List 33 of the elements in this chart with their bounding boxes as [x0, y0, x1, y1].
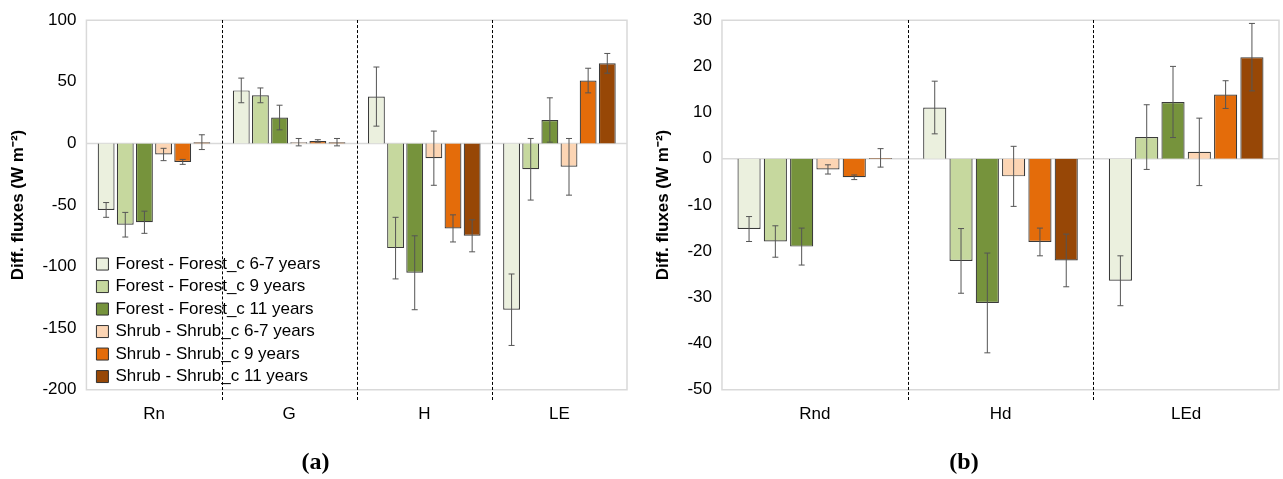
x-tick-label: H — [418, 403, 431, 423]
y-axis-title: Diff. fluxes (W m⁻²) — [7, 129, 27, 281]
y-tick-label: 100 — [48, 9, 77, 29]
x-tick-label: Rnd — [799, 403, 831, 423]
x-tick-label: LE — [549, 403, 570, 423]
legend-label: Forest - Forest_c 9 years — [115, 276, 306, 296]
legend-label: Forest - Forest_c 6-7 years — [115, 253, 321, 273]
y-tick-label: -10 — [687, 194, 712, 214]
x-tick-label: Hd — [989, 403, 1012, 423]
y-tick-label: 0 — [66, 133, 77, 153]
text: (a) — [301, 447, 330, 474]
y-tick-label: 10 — [693, 102, 712, 122]
y-tick-label: 30 — [693, 9, 712, 29]
legend-label: Forest - Forest_c 11 years — [115, 298, 314, 318]
y-tick-label: 0 — [702, 148, 712, 168]
y-tick-label: -40 — [687, 333, 712, 353]
y-axis-title: Diff. fluxes (W m⁻²) — [652, 129, 672, 281]
y-tick-label: 20 — [693, 56, 712, 76]
y-tick-label: -100 — [42, 256, 77, 276]
x-tick-label: Rn — [143, 403, 165, 423]
y-tick-label: -50 — [51, 194, 77, 214]
text: (b) — [949, 447, 979, 474]
y-tick-label: 50 — [57, 71, 77, 91]
y-tick-label: -20 — [687, 240, 712, 260]
legend-label: Shrub - Shrub_c 6-7 years — [115, 321, 315, 341]
y-tick-label: -50 — [687, 379, 712, 399]
y-tick-label: -30 — [687, 287, 712, 307]
legend-label: Shrub - Shrub_c 11 years — [115, 366, 308, 386]
y-tick-label: -150 — [42, 317, 77, 337]
y-tick-label: -200 — [42, 379, 77, 399]
legend-label: Shrub - Shrub_c 9 years — [115, 343, 300, 363]
x-tick-label: G — [282, 403, 296, 423]
x-tick-label: LEd — [1171, 403, 1202, 423]
